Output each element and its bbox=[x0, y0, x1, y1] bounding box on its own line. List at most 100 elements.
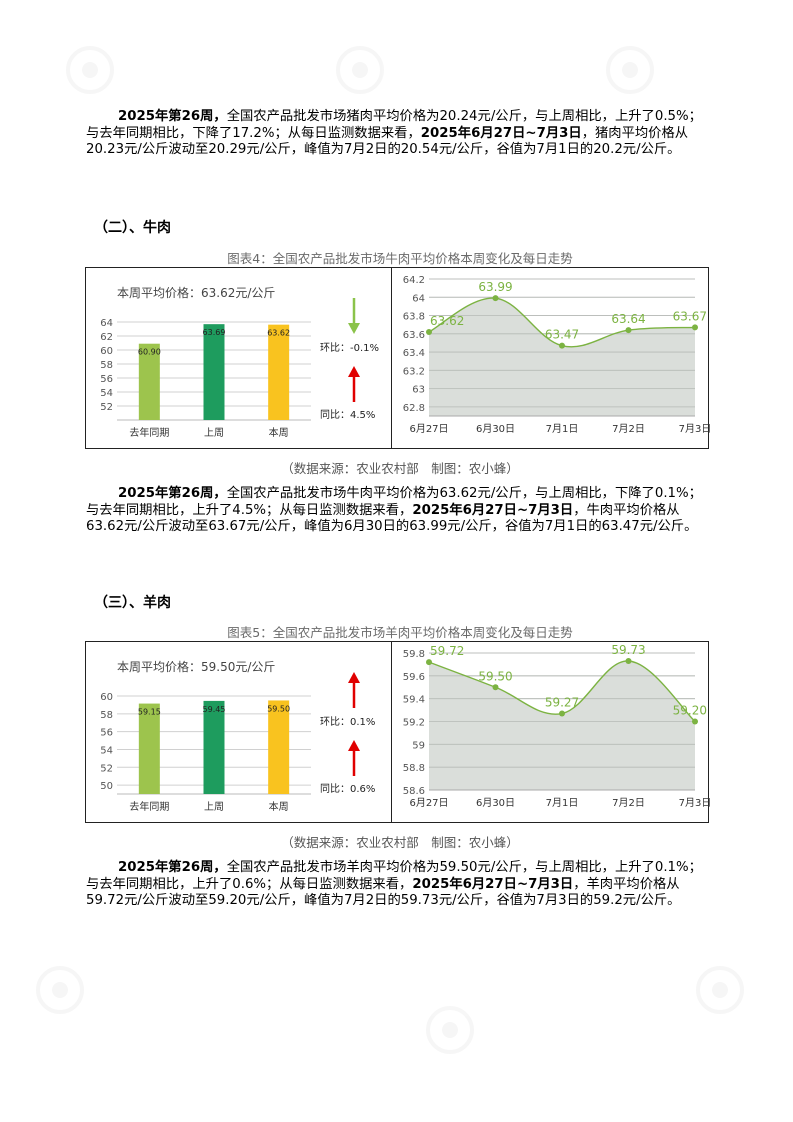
y-tick-label: 54 bbox=[100, 388, 113, 399]
mutton-chart-caption: 图表5：全国农产品批发市场羊肉平均价格本周变化及每日走势 bbox=[227, 625, 573, 640]
mutton-chart-source: （数据来源：农业农村部 制图：农小蜂） bbox=[281, 835, 519, 850]
y-tick-label: 58.8 bbox=[403, 763, 425, 774]
bar-value-label: 59.15 bbox=[138, 708, 161, 717]
data-point bbox=[492, 295, 499, 302]
yoy-arrow-icon-head bbox=[348, 740, 360, 751]
y-tick-label: 60 bbox=[100, 692, 113, 703]
watermark-bee-logo bbox=[336, 46, 384, 94]
data-point bbox=[426, 328, 432, 335]
x-tick-label: 去年同期 bbox=[129, 800, 169, 813]
beef-bar-chart: 本周平均价格：63.62元/公斤 52 54 56 58 60 62 64 60.90 去年同期 6… bbox=[100, 285, 379, 439]
bar bbox=[203, 324, 225, 420]
watermark-bee-logo bbox=[696, 966, 744, 1014]
y-tick-label: 63.2 bbox=[403, 366, 425, 377]
y-tick-label: 63 bbox=[412, 385, 425, 396]
mutton-paragraph: 2025年第26周，全国农产品批发市场羊肉平均价格为59.50元/公斤，与上周相… bbox=[86, 860, 702, 908]
bar-value-label: 63.69 bbox=[203, 328, 226, 337]
data-point bbox=[492, 684, 499, 691]
ring-change-label: 环比：-0.1% bbox=[320, 342, 379, 354]
bar-value-label: 60.90 bbox=[138, 348, 161, 357]
yoy-change-label: 同比：4.5% bbox=[320, 409, 375, 421]
y-tick-label: 63.6 bbox=[403, 330, 425, 341]
bar bbox=[203, 700, 225, 794]
y-tick-label: 64.2 bbox=[403, 275, 425, 286]
x-tick-label: 7月3日 bbox=[679, 797, 712, 809]
data-value-label: 63.62 bbox=[430, 314, 464, 328]
bar-value-label: 63.62 bbox=[267, 329, 290, 338]
y-tick-label: 58 bbox=[100, 360, 113, 371]
ring-arrow-icon-head bbox=[348, 323, 360, 334]
x-tick-label: 上周 bbox=[204, 801, 224, 813]
x-tick-label: 6月27日 bbox=[409, 423, 448, 435]
y-tick-label: 52 bbox=[100, 763, 113, 774]
data-point bbox=[559, 710, 565, 717]
x-tick-label: 6月30日 bbox=[476, 797, 515, 809]
y-tick-label: 58.6 bbox=[403, 786, 425, 797]
data-value-label: 63.64 bbox=[611, 312, 645, 326]
x-tick-label: 6月27日 bbox=[409, 797, 448, 809]
y-tick-label: 59 bbox=[412, 740, 425, 751]
average-price-summary: 本周平均价格：59.50元/公斤 bbox=[117, 659, 275, 674]
y-tick-label: 63.8 bbox=[403, 312, 425, 323]
yoy-change-label: 同比：0.6% bbox=[320, 783, 375, 795]
y-tick-label: 64 bbox=[412, 293, 425, 304]
y-tick-label: 59.6 bbox=[403, 672, 425, 683]
x-tick-label: 7月3日 bbox=[679, 423, 712, 435]
pork-paragraph: 2025年第26周，全国农产品批发市场猪肉平均价格为20.24元/公斤，与上周相… bbox=[86, 109, 702, 157]
x-tick-label: 7月1日 bbox=[546, 797, 579, 809]
area-fill bbox=[429, 660, 695, 790]
bar-value-label: 59.45 bbox=[203, 705, 226, 714]
y-tick-label: 50 bbox=[100, 781, 113, 792]
y-tick-label: 60 bbox=[100, 346, 113, 357]
yoy-arrow-icon-head bbox=[348, 366, 360, 377]
bar bbox=[268, 700, 290, 794]
data-value-label: 63.47 bbox=[545, 328, 579, 342]
ring-arrow-icon-head bbox=[348, 672, 360, 683]
x-tick-label: 本周 bbox=[269, 800, 289, 813]
bar bbox=[268, 324, 290, 420]
beef-paragraph: 2025年第26周，全国农产品批发市场牛肉平均价格为63.62元/公斤，与上周相… bbox=[86, 486, 702, 534]
y-tick-label: 63.4 bbox=[403, 348, 425, 359]
mutton-bar-chart: 本周平均价格：59.50元/公斤 50 52 54 56 58 60 59.15 去年同期 59.… bbox=[100, 659, 375, 813]
x-tick-label: 7月1日 bbox=[546, 423, 579, 435]
data-point bbox=[625, 327, 632, 334]
watermark-bee-logo bbox=[606, 46, 654, 94]
data-point bbox=[559, 342, 565, 349]
y-tick-label: 62 bbox=[100, 332, 113, 343]
data-value-label: 59.50 bbox=[478, 669, 512, 683]
data-value-label: 59.73 bbox=[611, 643, 645, 657]
bar bbox=[138, 703, 160, 794]
beef-section-title: （二）、牛肉 bbox=[94, 220, 171, 236]
ring-change-label: 环比：0.1% bbox=[320, 716, 375, 728]
y-tick-label: 59.8 bbox=[403, 649, 425, 660]
mutton-line-chart: 58.6 58.8 59 59.2 59.4 59.6 59.8 59.72 6月27日 59.5… bbox=[403, 643, 712, 809]
y-tick-label: 62.8 bbox=[403, 403, 425, 414]
data-value-label: 59.72 bbox=[430, 644, 464, 658]
average-price-summary: 本周平均价格：63.62元/公斤 bbox=[117, 285, 275, 300]
data-point bbox=[692, 718, 698, 725]
beef-chart-frame: 本周平均价格：63.62元/公斤 52 54 56 58 60 62 64 60.90 去年同期 6… bbox=[85, 267, 712, 449]
x-tick-label: 本周 bbox=[269, 426, 289, 439]
data-value-label: 63.67 bbox=[673, 309, 707, 323]
data-point bbox=[692, 324, 698, 331]
watermark-bee-logo bbox=[36, 966, 84, 1014]
watermark-bee-logo bbox=[66, 46, 114, 94]
series-line bbox=[428, 660, 696, 723]
mutton-section-title: （三）、羊肉 bbox=[94, 595, 171, 611]
watermark-bee-logo bbox=[426, 1006, 474, 1054]
y-tick-label: 52 bbox=[100, 402, 113, 413]
data-value-label: 59.20 bbox=[673, 704, 707, 718]
beef-chart-source: （数据来源：农业农村部 制图：农小蜂） bbox=[281, 461, 519, 476]
x-tick-label: 7月2日 bbox=[612, 797, 645, 809]
mutton-chart-frame: 本周平均价格：59.50元/公斤 50 52 54 56 58 60 59.15 去年同期 59.… bbox=[85, 641, 712, 823]
y-tick-label: 59.2 bbox=[403, 718, 425, 729]
data-value-label: 63.99 bbox=[478, 280, 512, 294]
y-tick-label: 64 bbox=[100, 318, 113, 329]
y-tick-label: 58 bbox=[100, 710, 113, 721]
bar-value-label: 59.50 bbox=[267, 704, 290, 713]
y-tick-label: 56 bbox=[100, 728, 113, 739]
data-value-label: 59.27 bbox=[545, 696, 579, 710]
y-tick-label: 56 bbox=[100, 374, 113, 385]
beef-chart-caption: 图表4：全国农产品批发市场牛肉平均价格本周变化及每日走势 bbox=[227, 251, 573, 266]
x-tick-label: 6月30日 bbox=[476, 423, 515, 435]
